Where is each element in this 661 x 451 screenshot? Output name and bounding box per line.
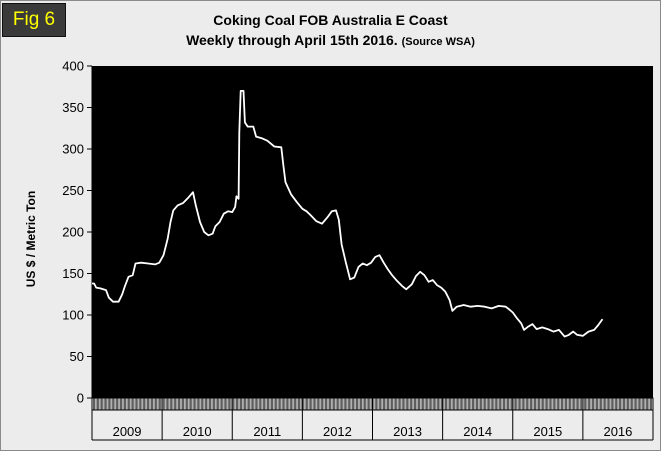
chart-title: Coking Coal FOB Australia E Coast <box>213 12 448 28</box>
x-tick-label: 2016 <box>603 424 632 439</box>
y-tick-label: 50 <box>70 349 84 364</box>
x-tick-label: 2011 <box>253 424 281 439</box>
chart-source: (Source WSA) <box>401 36 475 48</box>
x-tick-label: 2013 <box>393 424 422 439</box>
plot-area <box>92 66 653 398</box>
x-tick-label: 2009 <box>113 424 142 439</box>
y-tick-label: 350 <box>62 100 84 115</box>
y-tick-label: 0 <box>77 391 84 406</box>
y-tick-label: 400 <box>62 59 84 74</box>
y-tick-label: 250 <box>62 183 84 198</box>
figure-badge: Fig 6 <box>2 3 66 37</box>
y-tick-label: 100 <box>62 308 84 323</box>
y-tick-label: 300 <box>62 142 84 157</box>
x-tick-label: 2015 <box>533 424 562 439</box>
chart-subtitle-text: Weekly through April 15th 2016. <box>186 32 398 48</box>
y-tick-label: 200 <box>62 225 84 240</box>
x-tick-label: 2010 <box>183 424 212 439</box>
y-tick-label: 150 <box>62 266 84 281</box>
x-tick-label: 2012 <box>323 424 352 439</box>
x-tick-label: 2014 <box>463 424 492 439</box>
series-line <box>92 90 604 338</box>
chart-subtitle: Weekly through April 15th 2016. (Source … <box>0 32 661 48</box>
